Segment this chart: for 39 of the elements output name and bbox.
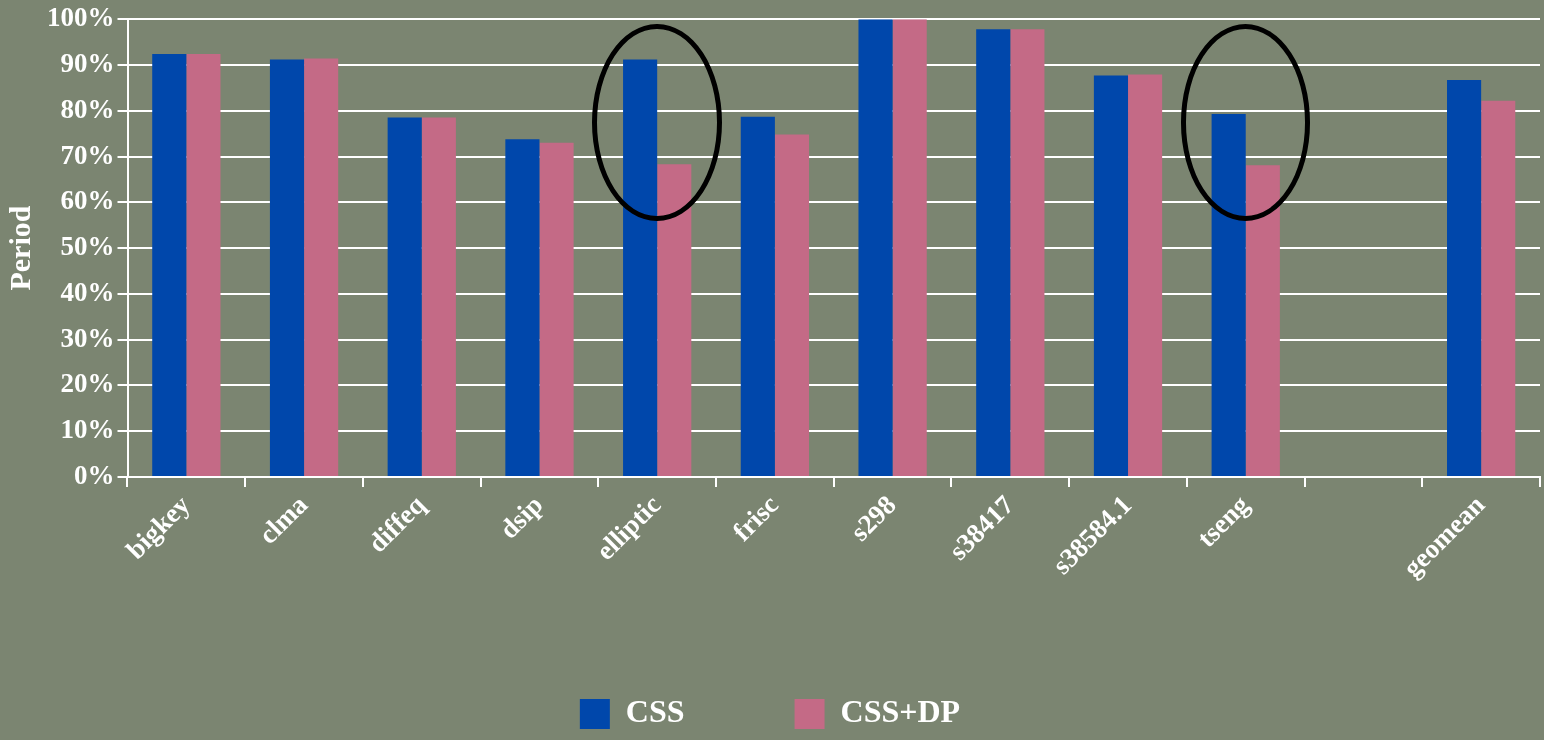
bar — [1211, 113, 1246, 476]
bar — [1093, 75, 1129, 476]
y-tick-label: 40% — [60, 276, 115, 307]
bar — [1447, 80, 1482, 476]
y-tick-label: 30% — [60, 322, 115, 353]
y-tick-label: 80% — [60, 93, 115, 124]
y-axis-title: Period — [2, 205, 36, 291]
bar — [858, 19, 893, 476]
bar — [152, 53, 187, 476]
x-tick-label: dsip — [493, 489, 549, 545]
bar — [740, 116, 775, 476]
bar — [505, 139, 540, 476]
y-tick-label: 90% — [60, 47, 115, 78]
bar — [1010, 29, 1045, 476]
x-tick-label: frisc — [726, 489, 785, 547]
bar — [304, 58, 339, 476]
bar — [657, 164, 692, 476]
bar — [539, 142, 574, 476]
bar — [1128, 74, 1163, 476]
bar — [1245, 165, 1280, 476]
bar — [387, 117, 422, 476]
y-tick-label: 10% — [60, 414, 115, 445]
bar — [269, 59, 305, 476]
y-tick-label: 0% — [74, 459, 115, 490]
y-tick-label: 50% — [60, 231, 115, 262]
bar — [186, 53, 221, 476]
bar — [1481, 100, 1516, 476]
y-tick-label: 20% — [60, 368, 115, 399]
legend-label: CSS — [625, 693, 685, 730]
y-tick-label: 100% — [47, 2, 115, 33]
bar — [892, 19, 927, 476]
bar — [623, 59, 658, 476]
legend-label: CSS+DP — [840, 693, 961, 730]
y-tick-label: 60% — [60, 185, 115, 216]
bar — [774, 134, 810, 476]
x-tick-label: clma — [252, 489, 314, 550]
bar — [421, 117, 456, 476]
bar — [976, 29, 1011, 476]
y-tick-label: 70% — [60, 139, 115, 170]
